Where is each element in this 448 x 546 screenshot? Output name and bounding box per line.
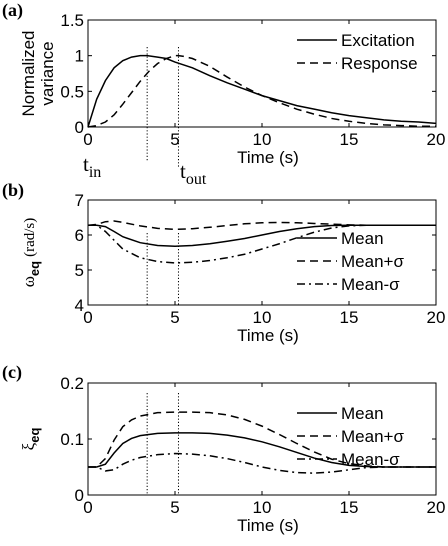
legend-label: Mean-σ: [341, 275, 400, 294]
x-tick-label: 5: [170, 308, 179, 327]
series-line: [87, 54, 436, 128]
y-axis-label-line: Normalized: [19, 31, 38, 117]
t-in-annotation: tin: [83, 152, 101, 181]
legend-label: Mean: [341, 404, 384, 423]
x-tick-label: 15: [340, 308, 359, 327]
x-tick-label: 5: [170, 498, 179, 517]
panel-a-label: (a): [2, 0, 23, 21]
y-axis-label-line: variance: [38, 41, 57, 105]
x-tick-label: 20: [427, 130, 446, 149]
y-axis-label-unit: (rad/s): [22, 218, 38, 257]
y-tick-label: 7: [75, 191, 84, 210]
y-tick-label: 6: [75, 226, 84, 245]
legend-label: Response: [341, 54, 418, 73]
y-tick-label: 0.5: [60, 82, 84, 101]
y-tick-label: 0: [75, 486, 84, 505]
y-tick-label: 5: [75, 261, 84, 280]
x-tick-label: 5: [170, 130, 179, 149]
t-in-symbol: t: [83, 152, 89, 176]
y-axis-label-subscript: eq: [27, 261, 42, 276]
x-axis-label: Time (s): [237, 516, 299, 535]
series-line: [88, 224, 436, 247]
y-tick-label: 1.5: [60, 11, 84, 30]
series-line: [88, 224, 436, 264]
y-axis-label: ωeq (rad/s): [19, 218, 42, 288]
t-out-annotation: tout: [180, 159, 207, 188]
panel-a: 0 5 10 15 20 0 0.5 1 1.5 Time (s) Normalizedvarian…: [19, 11, 445, 167]
x-axis-label: Time (s): [237, 148, 299, 167]
y-axis-label-subscript: eq: [27, 428, 42, 443]
x-tick-label: 10: [253, 308, 272, 327]
y-tick-label: 1: [75, 47, 84, 66]
x-tick-label: 10: [253, 130, 272, 149]
x-tick-label: 15: [340, 130, 359, 149]
t-out-symbol: t: [180, 159, 186, 183]
t-out-subscript: out: [186, 171, 207, 188]
y-axis-label-symbol: ω: [19, 276, 38, 287]
x-tick-label: 15: [340, 498, 359, 517]
y-tick-label: 4: [75, 296, 84, 315]
y-axis-label-symbol: ξ: [19, 442, 38, 450]
series-line: [88, 411, 436, 468]
y-tick-label: 0.2: [60, 374, 84, 393]
x-tick-label: 0: [83, 498, 92, 517]
legend-label: Mean: [341, 229, 384, 248]
legend-label: Mean+σ: [341, 427, 404, 446]
panel-b: 0 5 10 15 20 4 5 6 7 Time (s) ωeq (rad/s) Mean Mean+σ…: [19, 191, 445, 345]
x-tick-label: 10: [253, 498, 272, 517]
t-in-subscript: in: [89, 164, 101, 181]
x-tick-label: 0: [83, 130, 92, 149]
legend-label: Mean-σ: [341, 450, 400, 469]
legend-label: Mean+σ: [341, 252, 404, 271]
y-tick-label: 0: [75, 118, 84, 137]
x-tick-label: 20: [427, 498, 446, 517]
x-tick-label: 20: [427, 308, 446, 327]
legend-label: Excitation: [341, 31, 415, 50]
panel-b-label: (b): [2, 180, 24, 201]
y-axis-label: Normalizedvariance: [19, 31, 57, 117]
series-line: [87, 54, 437, 128]
y-tick-label: 0.1: [60, 430, 84, 449]
x-tick-label: 0: [83, 308, 92, 327]
panel-c: 0 5 10 15 20 0 0.1 0.2 Time (s) ξeq Mean Mean+σ Mean…: [19, 374, 445, 535]
panel-c-label: (c): [2, 362, 22, 383]
series-line: [87, 220, 436, 231]
y-axis-label: ξeq: [19, 428, 42, 451]
x-axis-label: Time (s): [237, 326, 299, 345]
